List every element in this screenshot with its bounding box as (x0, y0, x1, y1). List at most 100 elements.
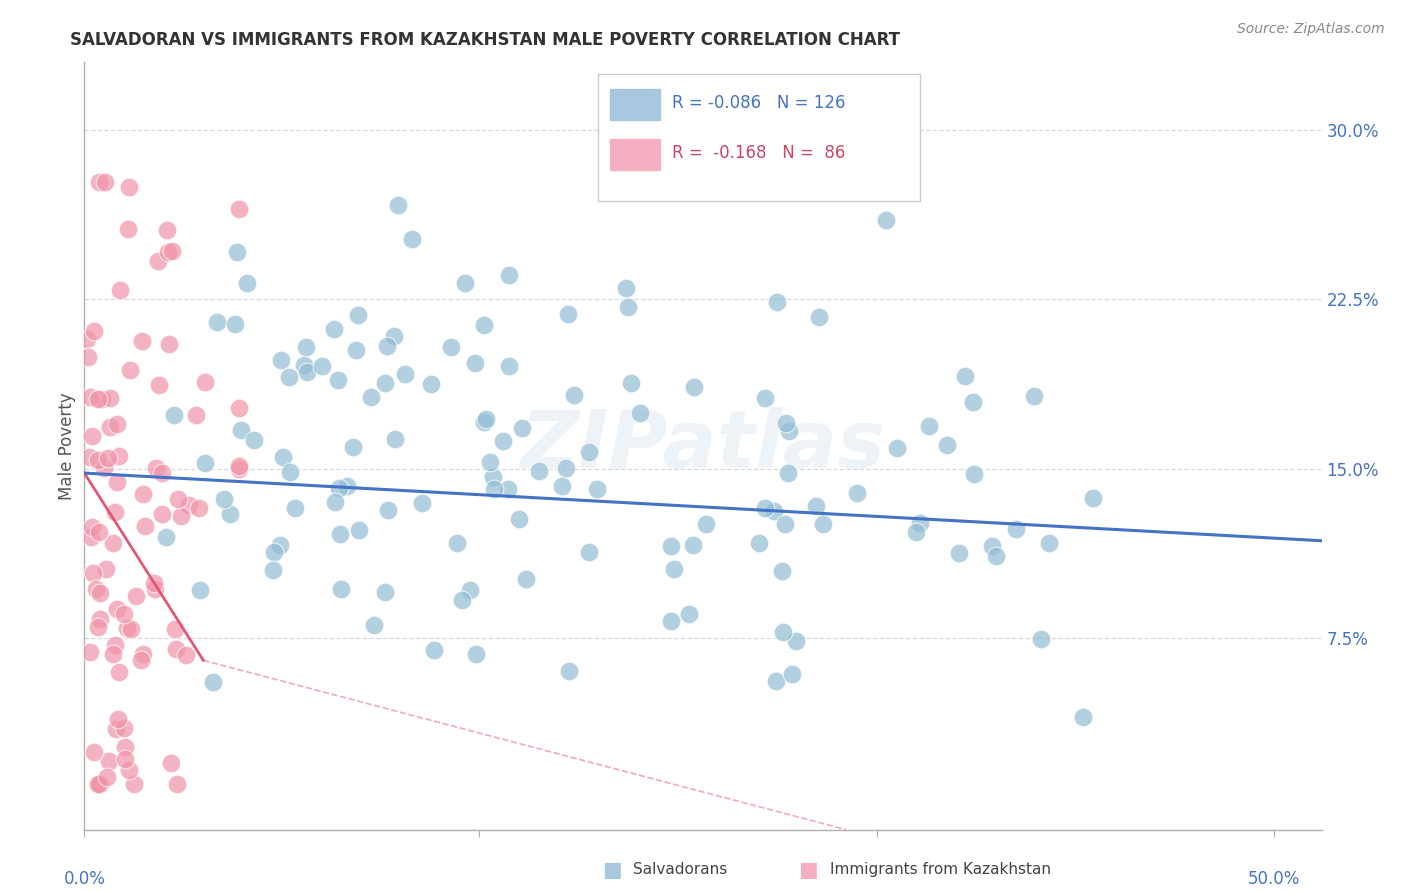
Point (129, 653, 152, 667)
Point (328, 481, 350, 495)
Point (150, 466, 173, 480)
Point (780, 667, 803, 681)
Point (174, 648, 197, 662)
Point (962, 395, 984, 409)
Point (382, 329, 405, 343)
Point (98, 391, 121, 405)
Point (754, 392, 776, 406)
Point (122, 777, 145, 791)
Point (104, 505, 127, 519)
Point (157, 337, 180, 351)
Point (422, 643, 444, 657)
Point (82, 566, 104, 581)
Point (89, 586, 111, 600)
Point (105, 475, 128, 489)
Point (363, 617, 385, 632)
Point (387, 198, 409, 212)
Point (886, 441, 908, 455)
Point (117, 764, 139, 778)
Point (585, 482, 607, 496)
Point (475, 412, 498, 426)
Point (87, 777, 110, 791)
Point (527, 464, 550, 478)
Point (236, 277, 259, 291)
Point (80, 520, 103, 534)
Point (384, 432, 406, 446)
Point (117, 222, 139, 236)
Point (773, 516, 796, 531)
Point (87, 777, 110, 791)
Point (263, 545, 285, 559)
Text: ■: ■ (602, 860, 621, 880)
Point (948, 546, 970, 560)
Point (225, 245, 247, 260)
Point (228, 462, 250, 476)
Point (515, 573, 537, 587)
Point (322, 322, 344, 336)
Point (120, 622, 142, 636)
Point (808, 310, 831, 325)
Point (115, 621, 138, 635)
FancyBboxPatch shape (598, 74, 920, 201)
Point (297, 365, 319, 379)
Point (155, 530, 177, 544)
Point (1071, 710, 1094, 724)
Point (450, 593, 472, 607)
Point (578, 445, 600, 459)
Point (695, 517, 717, 532)
Point (177, 498, 200, 512)
Text: ZIPatlas: ZIPatlas (520, 407, 886, 485)
Point (105, 601, 128, 615)
Point (107, 449, 129, 463)
Point (498, 268, 520, 283)
Point (620, 376, 643, 391)
Point (207, 315, 229, 329)
Point (845, 485, 868, 500)
Point (132, 487, 155, 501)
Point (243, 433, 266, 447)
Point (981, 540, 1004, 554)
Point (84, 582, 107, 596)
Point (162, 409, 184, 423)
Point (155, 223, 177, 237)
Point (558, 664, 581, 678)
Point (101, 647, 124, 661)
Point (107, 712, 129, 726)
Point (323, 495, 346, 509)
Point (219, 508, 242, 522)
Point (131, 648, 153, 662)
Point (678, 607, 700, 621)
FancyBboxPatch shape (610, 89, 659, 120)
Point (143, 582, 166, 597)
Point (683, 379, 706, 393)
Point (411, 496, 433, 510)
Point (482, 470, 505, 484)
Point (562, 388, 585, 402)
Point (465, 647, 488, 661)
Point (87, 620, 110, 634)
Point (772, 625, 794, 640)
Point (262, 563, 284, 577)
Point (311, 359, 333, 373)
Point (112, 607, 135, 621)
Point (776, 466, 799, 480)
Point (748, 536, 770, 550)
Point (194, 375, 217, 389)
Point (420, 376, 443, 391)
Text: Source: ZipAtlas.com: Source: ZipAtlas.com (1237, 22, 1385, 37)
Point (104, 639, 127, 653)
Text: 50.0%: 50.0% (1249, 871, 1301, 888)
Point (228, 202, 250, 216)
Point (278, 370, 301, 384)
Text: R =  -0.168   N =  86: R = -0.168 N = 86 (672, 144, 845, 162)
Point (478, 455, 501, 469)
Point (112, 721, 135, 735)
Point (374, 585, 396, 599)
Point (80, 429, 103, 443)
Point (659, 614, 682, 628)
Point (330, 582, 353, 596)
Point (76, 350, 98, 364)
Point (616, 281, 638, 295)
Point (79, 450, 101, 464)
Point (785, 634, 807, 648)
